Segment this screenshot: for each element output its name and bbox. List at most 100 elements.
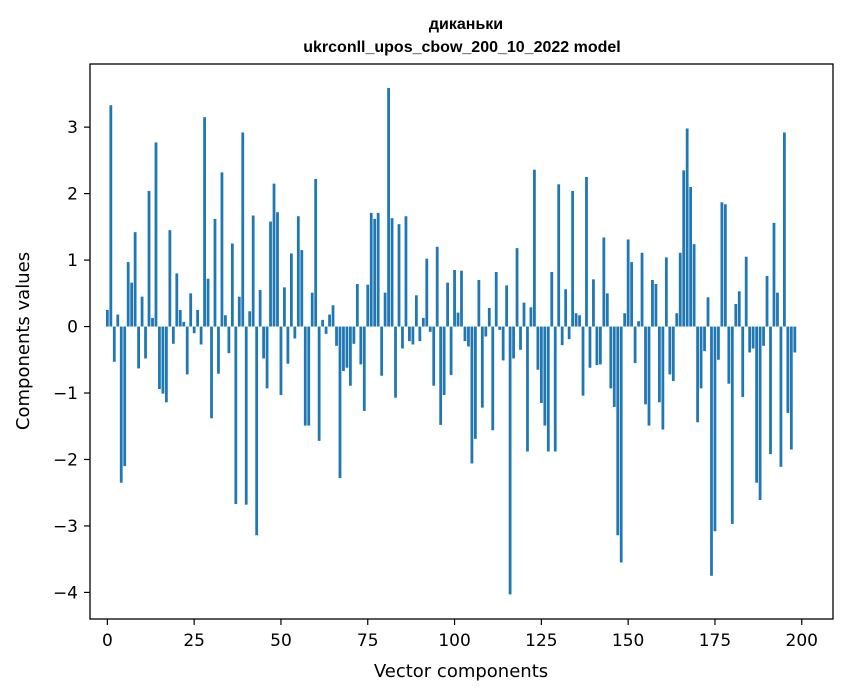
bar-7 <box>130 282 134 327</box>
bar-148 <box>619 326 623 563</box>
bar-152 <box>633 326 637 364</box>
bar-98 <box>446 282 449 327</box>
bar-177 <box>720 202 724 327</box>
bar-78 <box>376 212 380 327</box>
chart-subtitle: ukrconll_upos_cbow_200_10_2022 model <box>303 39 620 56</box>
bar-76 <box>369 212 373 327</box>
bar-141 <box>595 326 599 366</box>
bar-123 <box>533 169 536 327</box>
bar-32 <box>217 326 220 374</box>
bar-80 <box>383 292 387 327</box>
bar-15 <box>158 326 161 390</box>
bar-161 <box>664 257 668 327</box>
bar-34 <box>224 315 227 327</box>
bar-176 <box>717 326 720 360</box>
bar-54 <box>293 326 297 339</box>
bar-58 <box>307 326 311 426</box>
bar-168 <box>689 186 693 327</box>
bar-133 <box>567 326 571 340</box>
bar-24 <box>189 293 193 327</box>
bar-57 <box>303 326 307 426</box>
bar-171 <box>699 326 703 389</box>
bar-73 <box>359 326 363 365</box>
bar-163 <box>671 326 675 382</box>
bar-5 <box>123 326 127 467</box>
bar-146 <box>612 326 616 407</box>
bar-180 <box>730 326 734 524</box>
bar-101 <box>456 312 460 327</box>
x-tick-label: 125 <box>525 631 557 651</box>
y-tick-label: 2 <box>67 185 78 205</box>
bar-14 <box>154 142 158 327</box>
bar-51 <box>283 287 286 327</box>
bar-103 <box>463 326 467 342</box>
bar-140 <box>592 279 595 327</box>
bar-126 <box>543 326 547 426</box>
bar-105 <box>470 326 474 464</box>
bar-48 <box>272 183 276 327</box>
bar-175 <box>713 326 717 532</box>
bar-39 <box>241 132 245 327</box>
bar-117 <box>512 326 515 359</box>
bar-20 <box>175 273 179 327</box>
bar-45 <box>262 326 265 359</box>
bar-2 <box>112 326 116 362</box>
bar-91 <box>421 317 425 327</box>
bar-38 <box>237 296 241 327</box>
bar-31 <box>213 218 217 327</box>
bar-143 <box>602 237 606 327</box>
bar-64 <box>328 314 331 327</box>
bar-82 <box>390 218 394 327</box>
bar-21 <box>178 309 182 327</box>
bar-29 <box>206 278 210 327</box>
bar-65 <box>331 305 335 327</box>
bar-60 <box>314 178 318 327</box>
bar-67 <box>338 326 342 479</box>
bar-162 <box>668 326 672 375</box>
bar-97 <box>442 326 446 395</box>
bar-17 <box>164 326 168 403</box>
bar-49 <box>276 212 279 327</box>
bar-96 <box>439 326 443 425</box>
bar-11 <box>144 326 147 359</box>
bar-132 <box>564 289 568 327</box>
bar-120 <box>522 302 526 327</box>
bar-36 <box>230 243 234 327</box>
bar-86 <box>404 216 408 327</box>
bar-52 <box>286 326 290 364</box>
bar-139 <box>588 326 592 368</box>
y-tick-label: −3 <box>53 517 78 537</box>
bar-110 <box>487 307 491 327</box>
bar-170 <box>696 326 699 423</box>
bar-1 <box>109 105 113 327</box>
bar-81 <box>387 87 390 327</box>
bar-43 <box>255 326 259 536</box>
bar-185 <box>748 326 752 353</box>
bar-153 <box>637 321 640 327</box>
bar-196 <box>786 326 790 413</box>
bar-113 <box>498 326 502 330</box>
x-tick-label: 175 <box>699 631 731 651</box>
x-tick-label: 200 <box>786 631 818 651</box>
bar-59 <box>310 292 314 327</box>
bar-167 <box>685 128 689 327</box>
bar-53 <box>289 253 293 327</box>
bar-137 <box>581 326 585 396</box>
bar-198 <box>793 326 797 353</box>
bar-10 <box>140 296 144 327</box>
bar-89 <box>414 295 418 327</box>
bar-28 <box>203 117 206 327</box>
bar-160 <box>661 326 665 430</box>
bar-50 <box>279 326 283 395</box>
bar-127 <box>546 326 550 452</box>
x-tick-label: 100 <box>438 631 470 651</box>
bar-72 <box>355 284 359 327</box>
bar-33 <box>220 172 224 327</box>
y-axis-label: Components values <box>13 252 34 430</box>
bar-194 <box>779 326 783 467</box>
bar-159 <box>658 326 661 403</box>
bar-42 <box>251 215 255 327</box>
bar-6 <box>126 262 130 327</box>
bar-155 <box>644 326 647 405</box>
